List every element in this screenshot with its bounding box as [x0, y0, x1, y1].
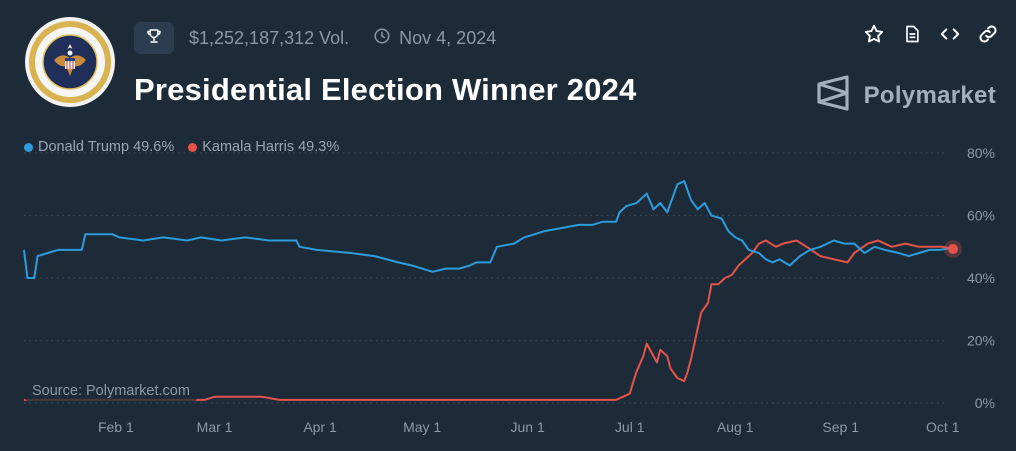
brand-name: Polymarket — [863, 81, 996, 109]
y-tick-label: 80% — [967, 145, 995, 161]
x-tick-label: Oct 1 — [926, 419, 960, 435]
document-icon — [902, 23, 922, 50]
clock-icon — [373, 27, 399, 50]
legend-dot-trump — [24, 142, 33, 152]
polymarket-logo-icon — [816, 74, 850, 117]
embed-code-button[interactable] — [938, 24, 962, 48]
polymarket-brand: Polymarket — [816, 74, 996, 117]
code-icon — [939, 23, 961, 50]
x-tick-label: Mar 1 — [197, 419, 233, 435]
legend-item-trump: Donald Trump 49.6% — [24, 139, 174, 155]
star-icon — [863, 23, 885, 50]
action-toolbar — [862, 24, 1000, 48]
end-point-marker — [948, 243, 958, 254]
x-tick-label: Feb 1 — [98, 419, 134, 435]
legend-label-harris: Kamala Harris 49.3% — [202, 139, 340, 155]
x-tick-label: May 1 — [403, 419, 441, 435]
series-line-donald-trump — [23, 180, 954, 279]
copy-link-button[interactable] — [976, 24, 1000, 48]
series-line-kamala-harris — [24, 239, 954, 401]
trophy-icon — [145, 27, 163, 50]
market-meta-row: $1,252,187,312 Vol. Nov 4, 2024 — [134, 21, 496, 55]
chart-legend: Donald Trump 49.6% Kamala Harris 49.3% — [24, 139, 353, 155]
favorite-button[interactable] — [862, 24, 886, 48]
legend-label-trump: Donald Trump 49.6% — [38, 139, 175, 155]
y-tick-label: 0% — [975, 395, 995, 411]
x-tick-label: Apr 1 — [303, 419, 337, 435]
x-tick-label: Sep 1 — [822, 419, 859, 435]
x-tick-label: Aug 1 — [717, 419, 754, 435]
legend-item-harris: Kamala Harris 49.3% — [188, 139, 339, 155]
presidential-seal-logo — [24, 16, 116, 108]
link-icon — [977, 23, 999, 50]
x-tick-label: Jul 1 — [615, 419, 645, 435]
volume-text: $1,252,187,312 Vol. — [189, 27, 350, 48]
end-date-text: Nov 4, 2024 — [399, 27, 497, 48]
page-title: Presidential Election Winner 2024 — [134, 72, 637, 107]
y-tick-label: 20% — [967, 333, 995, 349]
source-label: Source: Polymarket.com — [25, 381, 197, 401]
x-tick-label: Jun 1 — [511, 419, 545, 435]
legend-dot-harris — [188, 142, 198, 152]
y-tick-label: 40% — [967, 270, 995, 286]
y-tick-label: 60% — [967, 208, 995, 224]
rules-document-button[interactable] — [900, 24, 924, 48]
trophy-button[interactable] — [134, 22, 174, 54]
